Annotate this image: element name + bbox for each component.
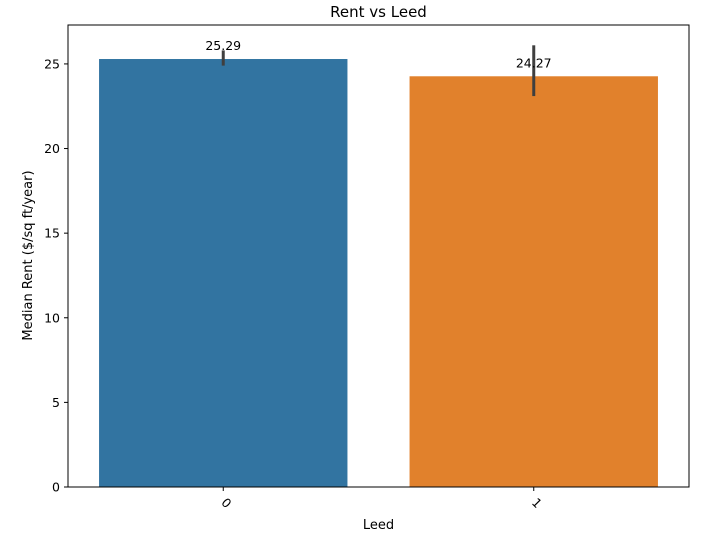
bar-0 bbox=[99, 59, 348, 488]
y-tick-label-5: 5 bbox=[52, 395, 60, 410]
y-tick-label-10: 10 bbox=[44, 310, 60, 325]
y-axis: 0 5 10 15 20 25 bbox=[44, 56, 68, 495]
y-tick-label-20: 20 bbox=[44, 141, 60, 156]
chart-title: Rent vs Leed bbox=[330, 3, 427, 21]
plot-frame bbox=[67, 24, 690, 488]
bars-layer bbox=[99, 59, 658, 488]
y-tick-label-0: 0 bbox=[52, 480, 60, 495]
x-tick-label-0: 0 bbox=[218, 495, 234, 511]
bar-1 bbox=[409, 76, 658, 488]
error-bars-layer bbox=[221, 45, 536, 97]
data-labels-layer: 25.29 24.27 bbox=[205, 38, 551, 70]
bar-value-label-0: 25.29 bbox=[205, 38, 241, 53]
x-tick-label-1: 1 bbox=[529, 495, 545, 511]
bar-value-label-1: 24.27 bbox=[516, 55, 552, 70]
y-tick-label-25: 25 bbox=[44, 56, 60, 71]
x-axis-label: Leed bbox=[363, 518, 394, 533]
y-tick-label-15: 15 bbox=[44, 226, 60, 241]
y-axis-label: Median Rent ($/sq ft/year) bbox=[21, 170, 36, 340]
